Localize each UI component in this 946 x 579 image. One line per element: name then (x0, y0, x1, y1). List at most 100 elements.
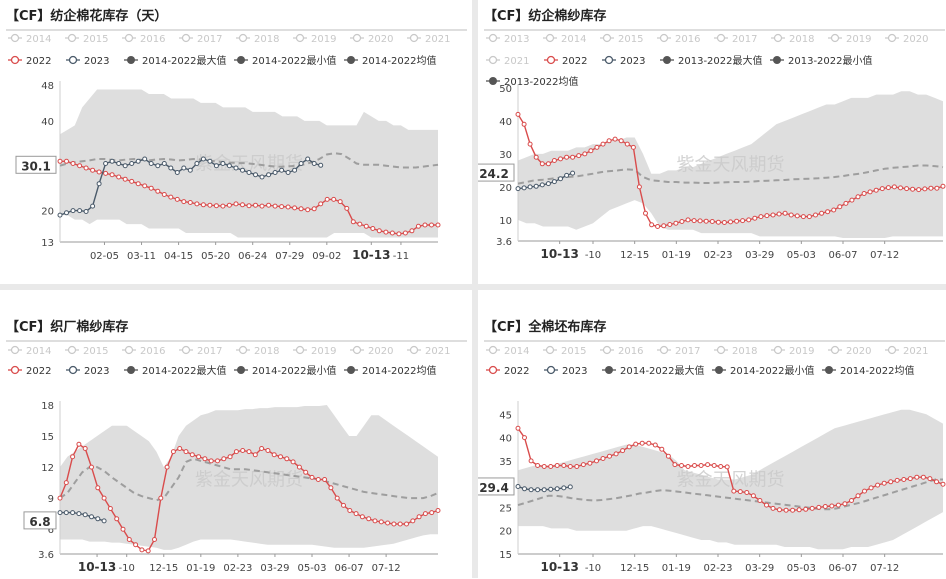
legend-item-2016[interactable]: 2016 (600, 345, 643, 357)
x-tick-label: 06-07 (828, 250, 857, 261)
x-tick-label: 10-13 (352, 248, 390, 262)
legend-item-2014[interactable]: 2014 (8, 33, 51, 45)
legend-item-2016[interactable]: 2016 (122, 345, 165, 357)
legend-item-2023[interactable]: 2023 (544, 365, 587, 377)
series-2022-point (213, 203, 219, 209)
legend-item-2016[interactable]: 2016 (657, 33, 700, 45)
series-2022-point (898, 185, 903, 191)
legend-item-2014-2022最小值[interactable]: 2014-2022最小值 (234, 364, 337, 377)
series-2022-point (770, 212, 776, 218)
current-value-badge: 30.1 (15, 155, 57, 174)
legend-item-2021[interactable]: 2021 (885, 345, 928, 357)
legend-item-2013-2022最小值[interactable]: 2013-2022最小值 (770, 54, 873, 67)
legend-item-2014[interactable]: 2014 (543, 33, 586, 45)
y-tick-label: 25 (499, 503, 512, 514)
legend-item-2014-2022均值[interactable]: 2014-2022均值 (344, 54, 437, 67)
legend-item-2013[interactable]: 2013 (486, 33, 529, 45)
series-2022-point (240, 448, 246, 453)
y-tick-label: 20 (499, 183, 512, 194)
legend-item-2015[interactable]: 2015 (65, 345, 108, 357)
series-2022-point (298, 206, 304, 212)
legend-item-2023[interactable]: 2023 (66, 55, 109, 67)
series-2023-point (82, 512, 88, 518)
legend-item-2019[interactable]: 2019 (293, 345, 336, 357)
series-2022-point (226, 202, 232, 208)
legend-item-2014-2022均值[interactable]: 2014-2022均值 (344, 364, 437, 377)
legend-item-2021[interactable]: 2021 (486, 55, 529, 67)
series-2022-point (370, 226, 376, 231)
legend-item-2020[interactable]: 2020 (828, 345, 871, 357)
legend-item-2020[interactable]: 2020 (350, 345, 393, 357)
legend-item-2014-2022最小值[interactable]: 2014-2022最小值 (712, 364, 815, 377)
series-2022-point (652, 442, 658, 448)
series-2023-point (116, 161, 122, 166)
series-2022-point (416, 514, 422, 520)
legend-item-2014-2022最大值[interactable]: 2014-2022最大值 (124, 54, 227, 67)
series-2022-point (737, 489, 743, 495)
legend-item-2022[interactable]: 2022 (8, 365, 51, 377)
legend-item-2014-2022最小值[interactable]: 2014-2022最小值 (234, 54, 337, 67)
legend-label: 2013-2022最大值 (678, 54, 763, 67)
series-2023-point (213, 163, 219, 169)
legend-item-2014[interactable]: 2014 (486, 345, 529, 357)
legend-item-2019[interactable]: 2019 (293, 33, 336, 45)
legend-item-2021[interactable]: 2021 (407, 345, 450, 357)
legend-item-2021[interactable]: 2021 (407, 33, 450, 45)
legend-item-2015[interactable]: 2015 (65, 33, 108, 45)
legend-item-2022[interactable]: 2022 (8, 55, 51, 67)
legend-label: 2014-2022最小值 (730, 364, 815, 377)
series-2022-point (679, 463, 684, 468)
legend-item-2014-2022最大值[interactable]: 2014-2022最大值 (124, 364, 227, 377)
legend-item-2014-2022最大值[interactable]: 2014-2022最大值 (602, 364, 705, 377)
legend-item-2016[interactable]: 2016 (122, 33, 165, 45)
series-2023-point (155, 163, 161, 169)
legend-item-2017[interactable]: 2017 (714, 33, 757, 45)
legend-item-2023[interactable]: 2023 (66, 365, 109, 377)
legend-item-2023[interactable]: 2023 (602, 55, 645, 67)
legend-label: 2013 (504, 34, 529, 45)
series-2022-point (152, 537, 157, 542)
series-2022-point (740, 218, 746, 224)
series-2022-point (96, 169, 102, 175)
x-tick-label: 03-11 (127, 251, 156, 262)
legend-item-2020[interactable]: 2020 (885, 33, 928, 45)
legend-item-2022[interactable]: 2022 (544, 55, 587, 67)
legend-item-2015[interactable]: 2015 (543, 345, 586, 357)
legend-label: 2019 (789, 346, 814, 357)
chart-title: 【CF】全棉坯布库存 (484, 319, 606, 335)
legend-item-2013-2022最大值[interactable]: 2013-2022最大值 (660, 54, 763, 67)
legend-label: 2023 (620, 56, 645, 67)
legend-item-2017[interactable]: 2017 (657, 345, 700, 357)
legend-item-2020[interactable]: 2020 (350, 33, 393, 45)
series-2023-point (168, 165, 174, 171)
series-2022-point (822, 504, 828, 509)
series-2022-point (940, 481, 946, 487)
legend-item-2014[interactable]: 2014 (8, 345, 51, 357)
legend-item-2019[interactable]: 2019 (771, 345, 814, 357)
legend-item-2017[interactable]: 2017 (179, 345, 222, 357)
legend-item-2022[interactable]: 2022 (486, 365, 529, 377)
series-2022-point (914, 474, 920, 480)
series-2023-point (95, 516, 101, 522)
legend-item-2018[interactable]: 2018 (771, 33, 814, 45)
series-2023-point (318, 162, 324, 168)
legend-item-2015[interactable]: 2015 (600, 33, 643, 45)
x-tick-label: 01-19 (662, 250, 691, 261)
legend-item-2018[interactable]: 2018 (236, 33, 279, 45)
legend-item-2014-2022均值[interactable]: 2014-2022均值 (822, 364, 915, 377)
series-2022-point (435, 508, 441, 513)
series-2022-point (181, 199, 187, 205)
series-2022-point (831, 207, 837, 213)
series-2022-point (107, 506, 113, 511)
legend-item-2018[interactable]: 2018 (714, 345, 757, 357)
legend-item-2018[interactable]: 2018 (236, 345, 279, 357)
legend-item-2013-2022均值[interactable]: 2013-2022均值 (486, 75, 579, 88)
y-tick-label: 20 (41, 207, 54, 218)
legend-item-2019[interactable]: 2019 (828, 33, 871, 45)
avg-line (59, 457, 439, 502)
x-tick-label: 03-29 (260, 563, 289, 574)
series-2023-point (515, 186, 521, 192)
y-tick-label: 40 (499, 117, 512, 128)
series-2022-point (372, 518, 378, 524)
legend-item-2017[interactable]: 2017 (179, 33, 222, 45)
